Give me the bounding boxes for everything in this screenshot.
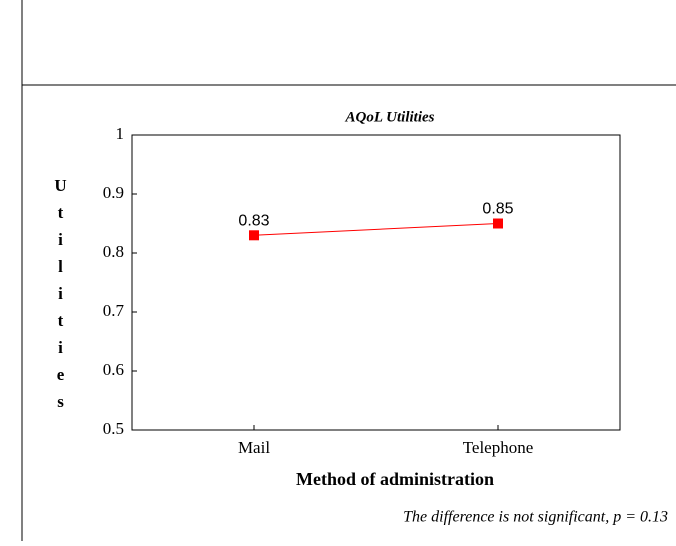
data-label: 0.83 [238,213,269,230]
x-tick-label: Mail [238,438,270,457]
marker [493,218,503,229]
x-tick-label: Telephone [463,438,534,457]
annotation: The difference is not significant, p = 0… [403,509,668,526]
y-tick-label: 1 [116,124,125,143]
series-line [253,223,499,236]
chart-title: AQoL Utilities [344,109,434,125]
y-tick-label: 0.9 [103,183,124,202]
y-tick-label: 0.6 [103,360,124,379]
x-axis-label: Method of administration [296,469,494,489]
data-label: 0.85 [482,201,513,218]
marker [249,230,259,241]
y-tick-label: 0.8 [103,242,124,261]
y-axis-label: Utilities [51,176,70,419]
y-tick-label: 0.7 [103,301,125,320]
plot-frame [131,134,621,431]
y-tick-label: 0.5 [103,419,124,438]
